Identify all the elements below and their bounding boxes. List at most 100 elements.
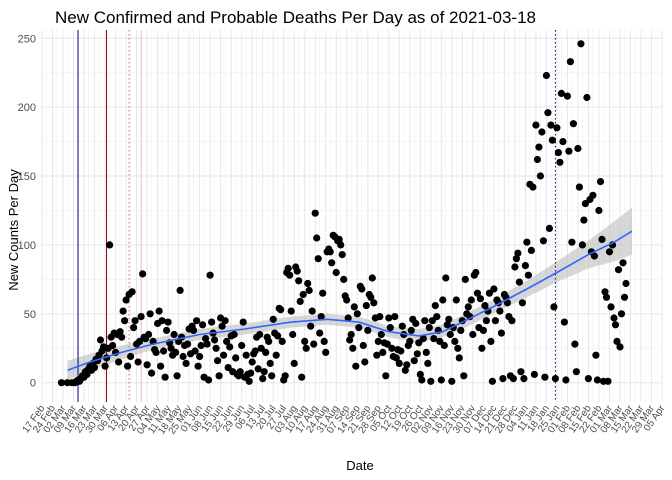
- data-point: [482, 317, 490, 325]
- data-point: [521, 262, 530, 270]
- data-point: [551, 375, 560, 383]
- data-point: [353, 310, 361, 318]
- data-point: [184, 340, 192, 348]
- data-points: [57, 40, 630, 387]
- data-point: [193, 317, 201, 325]
- data-point: [377, 330, 385, 339]
- data-point: [203, 340, 211, 348]
- data-point: [116, 328, 124, 336]
- data-point: [461, 275, 469, 283]
- data-point: [472, 268, 480, 277]
- data-point: [596, 178, 605, 186]
- data-point: [427, 377, 435, 385]
- data-point: [416, 370, 424, 378]
- data-point: [119, 307, 127, 315]
- data-point: [326, 248, 334, 256]
- data-point: [346, 336, 354, 344]
- data-point: [569, 120, 578, 128]
- data-point: [518, 299, 527, 307]
- data-point: [422, 348, 430, 356]
- data-point: [595, 206, 603, 215]
- data-point: [358, 285, 366, 293]
- data-point: [190, 326, 198, 334]
- data-point: [109, 341, 117, 350]
- data-point: [236, 368, 244, 376]
- data-point: [407, 326, 415, 334]
- data-point: [536, 172, 545, 180]
- data-point: [266, 359, 274, 367]
- data-point: [118, 333, 126, 341]
- data-point: [215, 372, 223, 380]
- data-point: [361, 358, 369, 366]
- data-point: [392, 354, 400, 362]
- data-point: [619, 259, 627, 267]
- data-point: [239, 318, 247, 326]
- data-point: [313, 234, 321, 242]
- data-point: [208, 318, 216, 326]
- y-tick-label: 50: [24, 309, 36, 321]
- data-point: [431, 302, 439, 310]
- data-point: [211, 336, 219, 344]
- data-point: [454, 344, 462, 352]
- data-point: [442, 274, 450, 282]
- data-point: [584, 375, 593, 383]
- data-point: [230, 330, 238, 339]
- data-point: [446, 330, 454, 339]
- data-point: [542, 71, 551, 80]
- data-point: [134, 358, 142, 366]
- data-point: [481, 302, 489, 310]
- data-point: [539, 237, 548, 245]
- data-point: [455, 354, 463, 362]
- data-point: [398, 322, 406, 330]
- data-point: [173, 372, 181, 380]
- data-point: [272, 351, 280, 359]
- data-point: [415, 339, 423, 347]
- data-point: [311, 209, 319, 217]
- data-point: [136, 337, 144, 345]
- data-point: [448, 377, 456, 385]
- data-point: [419, 335, 427, 343]
- data-point: [620, 293, 629, 301]
- data-point: [344, 314, 352, 322]
- data-point: [310, 340, 318, 348]
- data-point: [379, 348, 387, 356]
- data-point: [520, 375, 528, 383]
- data-point: [421, 317, 429, 325]
- data-point: [328, 259, 336, 267]
- data-point: [247, 369, 255, 377]
- data-point: [533, 155, 542, 164]
- data-point: [563, 92, 572, 100]
- data-point: [430, 335, 438, 343]
- data-point: [538, 128, 546, 136]
- data-point: [287, 307, 295, 315]
- data-point: [433, 313, 441, 321]
- data-point: [176, 286, 184, 294]
- data-point: [403, 361, 411, 369]
- data-point: [556, 158, 564, 166]
- data-point: [242, 351, 250, 359]
- data-point: [277, 306, 285, 314]
- data-point: [302, 344, 310, 352]
- data-point: [467, 296, 475, 304]
- data-point: [545, 224, 554, 232]
- data-point: [202, 335, 210, 343]
- data-point: [286, 271, 294, 279]
- data-point: [364, 326, 372, 334]
- data-point: [499, 375, 507, 383]
- data-point: [368, 274, 376, 282]
- data-point: [220, 351, 228, 359]
- data-point: [307, 322, 315, 330]
- data-point: [397, 347, 405, 355]
- data-point: [298, 373, 306, 381]
- data-point: [274, 332, 282, 340]
- data-point: [395, 359, 403, 367]
- data-point: [101, 362, 109, 370]
- data-point: [131, 317, 139, 325]
- data-point: [121, 317, 129, 325]
- data-point: [554, 149, 563, 157]
- data-point: [124, 362, 132, 370]
- data-point: [319, 289, 327, 297]
- data-point: [199, 321, 207, 329]
- data-point: [355, 324, 363, 332]
- data-point: [617, 310, 626, 318]
